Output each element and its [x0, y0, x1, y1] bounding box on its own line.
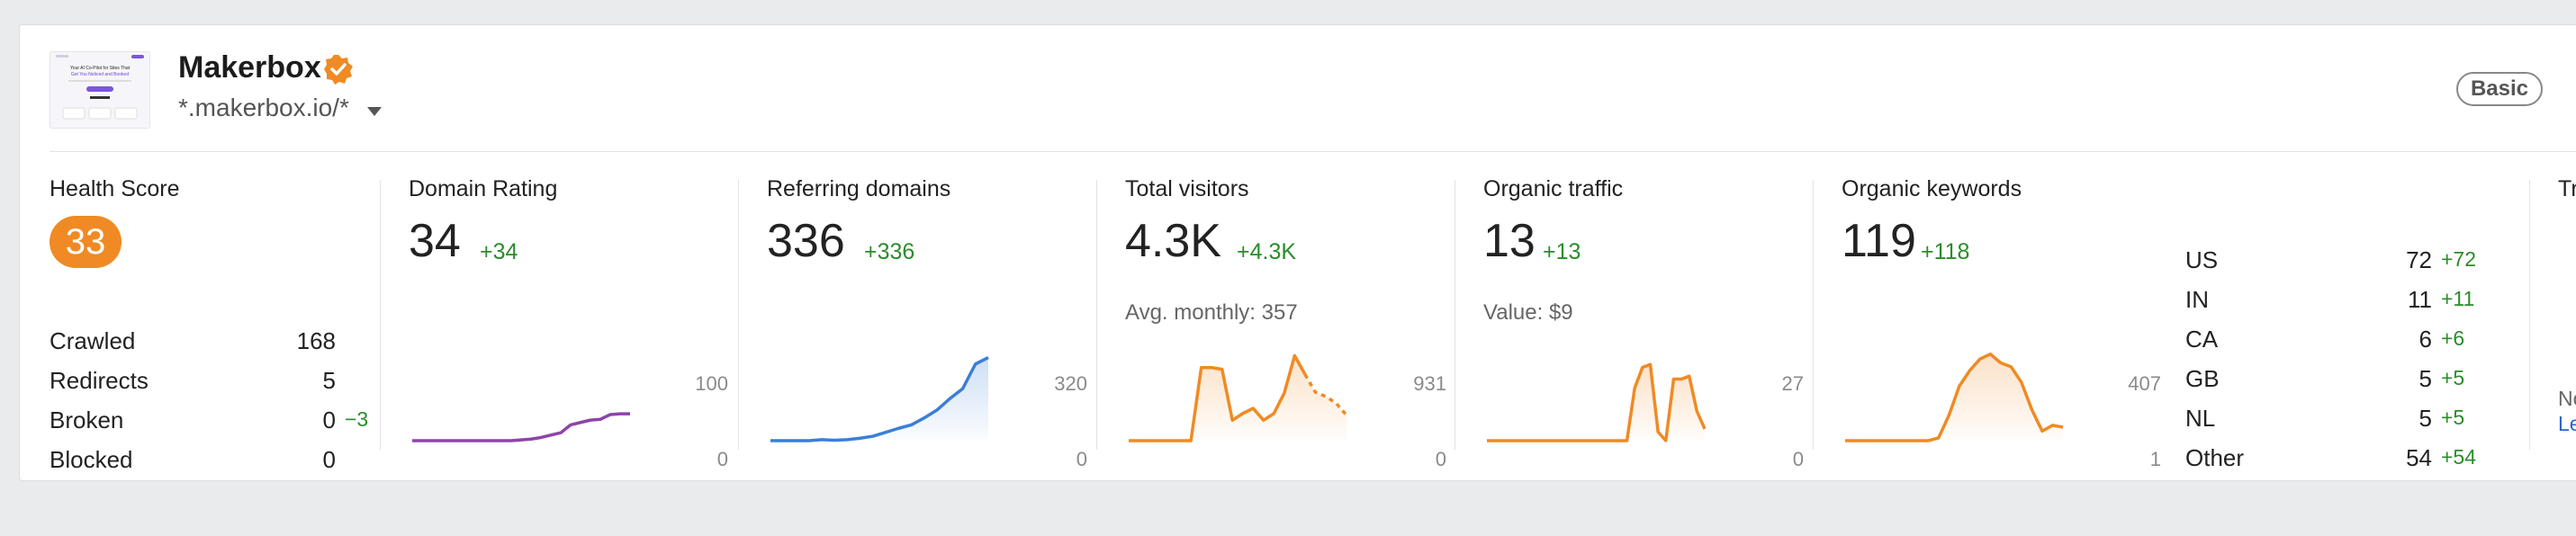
country-code: GB [2185, 365, 2220, 392]
plan-badge: Basic [2455, 72, 2543, 106]
referring-domains-axis-max: 320 [1054, 372, 1087, 395]
organic-traffic-chart[interactable] [1483, 356, 1708, 446]
domain-rating-panel[interactable]: Domain Rating 34 +34 100 0 [409, 176, 742, 480]
health-score-panel[interactable]: Health Score 33 Crawled 168 Redirects 5 … [50, 176, 374, 480]
column-divider [2529, 180, 2530, 450]
referring-domains-axis-min: 0 [1076, 448, 1087, 470]
chart-area [1845, 353, 2063, 441]
chart-area [770, 357, 988, 441]
total-visitors-delta: +4.3K [1237, 239, 1297, 264]
country-code: NL [2185, 405, 2216, 432]
total-visitors-chart[interactable] [1125, 353, 1350, 446]
country-breakdown: US 72 +72 IN 11 +11 CA 6 +6 GB 5 +5 NL 5… [2185, 176, 2545, 480]
verified-badge-icon [324, 55, 353, 85]
total-visitors-panel[interactable]: Total visitors 4.3K +4.3K Avg. monthly: … [1125, 176, 1458, 480]
project-header: Your AI Co-Pilot for Sites That Get You … [20, 25, 2576, 151]
health-row-crawled-label: Crawled [50, 327, 136, 354]
organic-keywords-value: 119 [1842, 215, 1916, 267]
organic-keywords-delta: +118 [1921, 239, 1970, 264]
country-value[interactable]: 6 [2418, 326, 2432, 353]
chart-line [1129, 353, 1307, 442]
column-divider [1813, 180, 1814, 450]
organic-traffic-panel[interactable]: Organic traffic 13 +13 Value: $9 27 0 [1483, 176, 1816, 480]
project-name[interactable]: Makerbox [178, 50, 321, 85]
organic-keywords-axis-max: 407 [2128, 372, 2161, 395]
svg-text:Get You Noticed and Booked: Get You Noticed and Booked [71, 72, 129, 77]
country-value[interactable]: 72 [2406, 246, 2432, 273]
country-code: US [2185, 246, 2219, 273]
health-row-broken-label: Broken [50, 406, 124, 433]
domain-rating-delta: +34 [480, 239, 518, 264]
domain-rating-title: Domain Rating [409, 176, 558, 201]
health-row-redirects-value[interactable]: 5 [322, 367, 336, 394]
total-visitors-title: Total visitors [1125, 176, 1249, 201]
country-delta: +5 [2441, 366, 2465, 389]
column-divider [738, 180, 739, 450]
health-score-badge[interactable]: 33 [50, 216, 122, 268]
health-row-blocked-value[interactable]: 0 [322, 446, 336, 473]
chart-line [1487, 362, 1707, 442]
truncated-panel-text: No [2558, 387, 2576, 410]
chart-area [1129, 355, 1347, 441]
referring-domains-chart[interactable] [767, 356, 992, 446]
chevron-down-icon[interactable] [365, 105, 383, 118]
domain-rating-axis-max: 100 [695, 372, 728, 395]
health-row-broken-value[interactable]: 0 [322, 406, 336, 433]
country-value[interactable]: 5 [2418, 405, 2432, 432]
thumbnail-headline: Your AI Co-Pilot for Sites That [70, 66, 131, 71]
organic-traffic-value: 13 [1483, 215, 1536, 267]
country-code: IN [2185, 286, 2209, 313]
column-divider [380, 180, 381, 450]
country-delta: +54 [2441, 445, 2477, 469]
country-value[interactable]: 11 [2408, 286, 2432, 313]
column-divider [1096, 180, 1097, 450]
organic-traffic-value-usd: Value: $9 [1483, 300, 1573, 325]
organic-keywords-axis-min: 1 [2149, 448, 2161, 470]
truncated-panel: Tr No Le [2558, 176, 2576, 480]
chart-line [770, 356, 989, 442]
total-visitors-axis-min: 0 [1435, 448, 1446, 470]
chart-line [412, 412, 630, 442]
project-url[interactable]: *.makerbox.io/* [178, 94, 349, 121]
domain-rating-chart[interactable] [409, 356, 634, 446]
health-row-redirects-label: Redirects [50, 367, 149, 394]
country-delta: +72 [2441, 247, 2477, 271]
referring-domains-delta: +336 [864, 239, 915, 264]
organic-traffic-axis-min: 0 [1792, 448, 1804, 470]
country-value[interactable]: 5 [2418, 365, 2432, 392]
organic-keywords-title: Organic keywords [1842, 176, 2022, 201]
domain-rating-value: 34 [409, 215, 461, 267]
site-thumbnail[interactable]: Your AI Co-Pilot for Sites That Get You … [50, 51, 150, 129]
health-row-crawled-value[interactable]: 168 [296, 327, 336, 354]
health-row-blocked-label: Blocked [50, 446, 133, 473]
domain-rating-axis-min: 0 [716, 448, 728, 470]
thumbnail-preview: Your AI Co-Pilot for Sites That Get You … [56, 55, 144, 120]
total-visitors-axis-max: 931 [1413, 372, 1446, 395]
chart-line [1845, 353, 2064, 442]
truncated-panel-title: Tr [2558, 176, 2576, 201]
total-visitors-avg: Avg. monthly: 357 [1125, 300, 1298, 325]
referring-domains-value: 336 [767, 215, 845, 267]
country-delta: +5 [2441, 406, 2465, 429]
organic-keywords-panel[interactable]: Organic keywords 119 +118 407 1 [1842, 176, 2166, 480]
project-card: Your AI Co-Pilot for Sites That Get You … [19, 24, 2576, 481]
header-divider [50, 151, 2576, 152]
organic-traffic-delta: +13 [1543, 239, 1581, 264]
referring-domains-title: Referring domains [767, 176, 951, 201]
country-delta: +11 [2441, 287, 2475, 310]
country-delta: +6 [2441, 326, 2465, 350]
health-score-title: Health Score [50, 176, 180, 201]
total-visitors-value: 4.3K [1125, 215, 1221, 267]
referring-domains-panel[interactable]: Referring domains 336 +336 320 0 [767, 176, 1100, 480]
organic-traffic-title: Organic traffic [1483, 176, 1624, 201]
country-value[interactable]: 54 [2406, 444, 2432, 471]
country-code: CA [2185, 326, 2219, 353]
chart-area [1487, 364, 1705, 441]
organic-traffic-axis-max: 27 [1781, 372, 1804, 395]
organic-keywords-chart[interactable] [1842, 353, 2067, 446]
health-row-broken-delta: −3 [345, 407, 369, 431]
country-code: Other [2185, 444, 2245, 471]
truncated-panel-link[interactable]: Le [2558, 412, 2576, 435]
